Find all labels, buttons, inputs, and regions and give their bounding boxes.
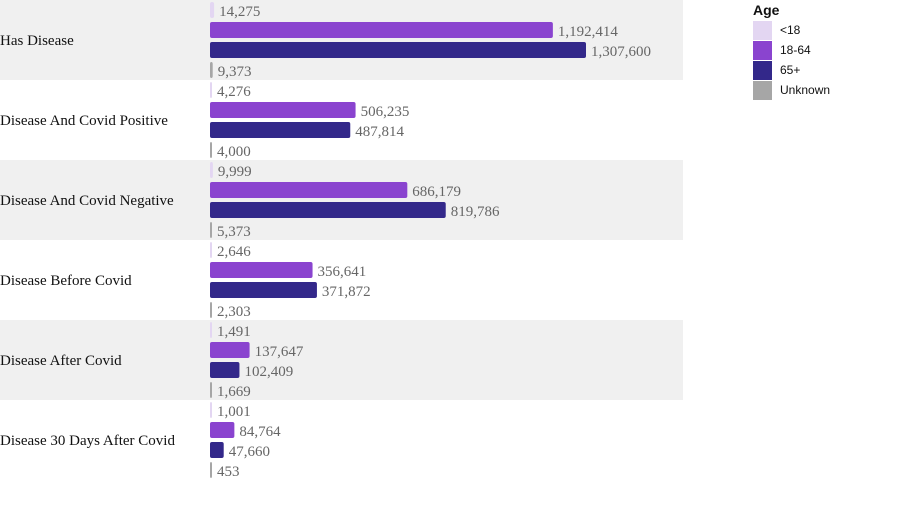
bar-disease-30-days-after-covid-unknown[interactable] bbox=[210, 462, 212, 478]
bar-disease-and-covid-positive-unknown[interactable] bbox=[210, 142, 212, 158]
value-label: 819,786 bbox=[451, 204, 500, 220]
bar-disease-30-days-after-covid-under-18[interactable] bbox=[210, 402, 212, 418]
bar-disease-30-days-after-covid-18-64[interactable] bbox=[210, 422, 235, 438]
value-label: 5,373 bbox=[217, 224, 251, 240]
legend-label: <18 bbox=[780, 23, 801, 37]
row-band bbox=[0, 240, 683, 320]
legend-label: Unknown bbox=[780, 83, 831, 97]
legend-item-65-plus[interactable]: 65+ bbox=[753, 60, 830, 80]
value-label: 2,303 bbox=[217, 304, 251, 320]
value-label: 1,307,600 bbox=[591, 44, 651, 60]
bar-disease-and-covid-negative-18-64[interactable] bbox=[210, 182, 408, 198]
bar-disease-after-covid-18-64[interactable] bbox=[210, 342, 250, 358]
row-band bbox=[0, 80, 683, 160]
bar-has-disease-65[interactable] bbox=[210, 42, 586, 58]
value-label: 1,491 bbox=[217, 324, 251, 340]
bar-has-disease-under-18[interactable] bbox=[210, 2, 215, 18]
bar-disease-and-covid-positive-65[interactable] bbox=[210, 122, 351, 138]
row-bands bbox=[0, 0, 683, 480]
value-label: 453 bbox=[217, 464, 240, 480]
legend-swatch bbox=[753, 40, 772, 60]
value-label: 4,000 bbox=[217, 144, 251, 160]
value-label: 4,276 bbox=[217, 84, 251, 100]
category-label-disease-and-covid-negative: Disease And Covid Negative bbox=[0, 193, 174, 209]
category-label-disease-and-covid-positive: Disease And Covid Positive bbox=[0, 113, 168, 129]
category-label-disease-30-days-after-covid: Disease 30 Days After Covid bbox=[0, 433, 175, 449]
value-label: 9,999 bbox=[218, 164, 252, 180]
value-label: 2,646 bbox=[217, 244, 251, 260]
bar-has-disease-unknown[interactable] bbox=[210, 62, 213, 78]
category-label-disease-after-covid: Disease After Covid bbox=[0, 353, 122, 369]
category-labels: Has Disease Disease And Covid Positive Dis… bbox=[0, 33, 175, 449]
legend-item-unknown[interactable]: Unknown bbox=[753, 80, 830, 100]
legend-swatch bbox=[753, 20, 772, 40]
row-band bbox=[0, 320, 683, 400]
category-label-has-disease: Has Disease bbox=[0, 33, 74, 49]
legend-item-under-18[interactable]: <18 bbox=[753, 20, 830, 40]
legend-title: Age bbox=[753, 2, 780, 18]
value-label: 47,660 bbox=[229, 444, 270, 460]
bar-disease-before-covid-under-18[interactable] bbox=[210, 242, 212, 258]
value-label: 84,764 bbox=[239, 424, 281, 440]
bars bbox=[210, 2, 586, 478]
legend-label: 65+ bbox=[780, 63, 801, 77]
row-band bbox=[0, 400, 683, 480]
bar-disease-and-covid-positive-under-18[interactable] bbox=[210, 82, 212, 98]
legend-label: 18-64 bbox=[780, 43, 811, 57]
value-label: 1,001 bbox=[217, 404, 251, 420]
legend-item-18-64[interactable]: 18-64 bbox=[753, 40, 830, 60]
bar-disease-and-covid-negative-under-18[interactable] bbox=[210, 162, 213, 178]
row-band bbox=[0, 160, 683, 240]
bar-disease-after-covid-unknown[interactable] bbox=[210, 382, 212, 398]
bar-has-disease-18-64[interactable] bbox=[210, 22, 553, 38]
value-label: 102,409 bbox=[244, 364, 293, 380]
value-label: 1,669 bbox=[217, 384, 251, 400]
bar-disease-and-covid-negative-65[interactable] bbox=[210, 202, 446, 218]
bar-disease-and-covid-negative-unknown[interactable] bbox=[210, 222, 212, 238]
value-labels: 14,275 1,192,414 1,307,600 9,373 4,276 506,23… bbox=[217, 4, 651, 480]
bar-disease-before-covid-65[interactable] bbox=[210, 282, 317, 298]
value-label: 487,814 bbox=[355, 124, 404, 140]
bar-disease-after-covid-65[interactable] bbox=[210, 362, 240, 378]
value-label: 9,373 bbox=[218, 64, 252, 80]
bar-disease-before-covid-18-64[interactable] bbox=[210, 262, 313, 278]
bar-disease-before-covid-unknown[interactable] bbox=[210, 302, 212, 318]
value-label: 371,872 bbox=[322, 284, 371, 300]
bar-disease-and-covid-positive-18-64[interactable] bbox=[210, 102, 356, 118]
value-label: 506,235 bbox=[361, 104, 410, 120]
legend: Age <18 18-64 65+ Unknown bbox=[753, 0, 830, 100]
value-label: 356,641 bbox=[318, 264, 367, 280]
category-label-disease-before-covid: Disease Before Covid bbox=[0, 273, 132, 289]
row-band bbox=[0, 0, 683, 80]
bar-disease-30-days-after-covid-65[interactable] bbox=[210, 442, 224, 458]
value-label: 137,647 bbox=[255, 344, 304, 360]
value-label: 14,275 bbox=[219, 4, 260, 20]
legend-swatch bbox=[753, 60, 772, 80]
legend-swatch bbox=[753, 80, 772, 100]
bar-disease-after-covid-under-18[interactable] bbox=[210, 322, 212, 338]
value-label: 686,179 bbox=[412, 184, 461, 200]
value-label: 1,192,414 bbox=[558, 24, 619, 40]
